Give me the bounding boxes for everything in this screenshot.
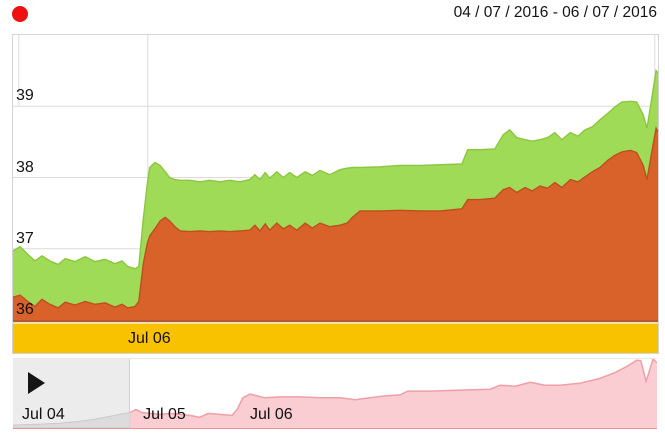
play-icon[interactable] <box>28 372 45 394</box>
y-axis-label: 37 <box>16 229 34 247</box>
y-axis-label: 36 <box>16 301 34 318</box>
main-chart-panel: 39 38 37 36 Jul 06 <box>12 34 659 354</box>
navigator-pink-line <box>129 359 657 419</box>
y-axis-label: 39 <box>16 87 34 105</box>
record-dot-icon <box>12 6 28 22</box>
navigator-day-label: Jul 04 <box>22 406 65 423</box>
navigator-day-label: Jul 06 <box>249 406 293 423</box>
price-area-chart[interactable] <box>13 35 658 320</box>
day-band-label: Jul 06 <box>128 330 171 347</box>
x-axis-day-band: Jul 06 <box>13 322 658 353</box>
navigator-area-chart[interactable] <box>13 359 657 428</box>
navigator-pink-area <box>130 359 657 428</box>
date-range-label: 04 / 07 / 2016 - 06 / 07 / 2016 <box>453 4 657 21</box>
y-axis-label: 38 <box>16 158 34 176</box>
lower-series-line <box>13 126 658 309</box>
upper-series-line <box>13 68 658 270</box>
lower-area-series <box>13 128 658 320</box>
navigator-day-label: Jul 05 <box>143 406 186 423</box>
price-plot-area[interactable]: 39 38 37 36 <box>13 35 658 322</box>
timeline-navigator[interactable]: Jul 04 Jul 05 Jul 06 <box>13 358 657 429</box>
navigator-gray-area <box>13 411 131 428</box>
